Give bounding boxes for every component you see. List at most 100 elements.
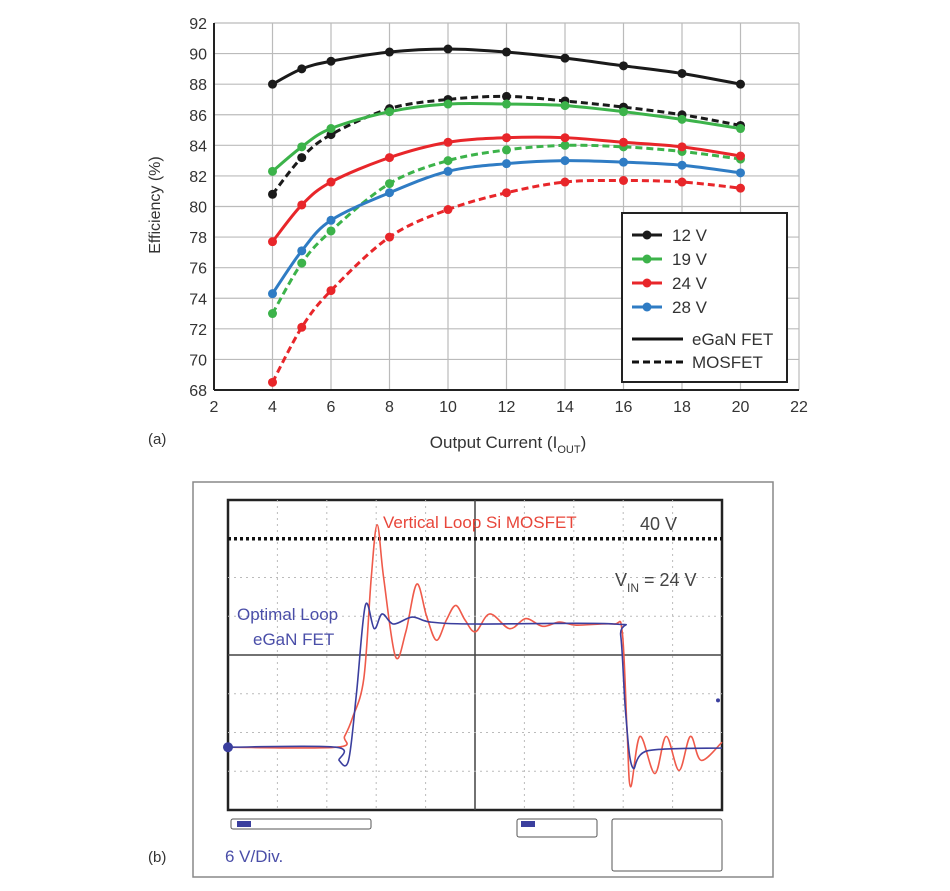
data-point — [677, 142, 687, 152]
ground-marker — [223, 742, 233, 753]
data-point — [326, 124, 336, 134]
y-tick-label: 86 — [189, 108, 207, 125]
data-point — [502, 159, 511, 169]
scale-label: 6 V/Div. — [225, 847, 283, 866]
legend: 12 V 19 V 24 V 28 V eGaN FET MOSFET — [621, 212, 788, 383]
timebase-status-box — [611, 818, 723, 872]
y-tick-label: 68 — [189, 383, 207, 400]
data-point — [297, 142, 307, 152]
data-point — [736, 168, 745, 178]
efficiency-chart: 2 4 6 8 10 12 14 16 18 20 226870727476788082848688… — [147, 16, 808, 456]
data-point — [502, 188, 511, 198]
data-point — [560, 140, 570, 150]
x-tick-label: 6 — [327, 399, 336, 416]
data-point — [385, 153, 394, 163]
y-axis-label: Efficiency (%) — [147, 156, 164, 254]
data-point — [297, 153, 307, 163]
series-19v-egan — [268, 99, 745, 176]
egan-label-line1: Optimal Loop — [237, 605, 338, 624]
data-point — [443, 205, 453, 215]
data-point — [443, 44, 453, 54]
series-28v-egan — [268, 156, 745, 299]
legend-marker — [642, 278, 652, 288]
x-axis-label: Output Current (IOUT) — [430, 433, 586, 456]
series-line — [271, 47, 741, 86]
data-point — [297, 258, 307, 268]
data-point — [619, 137, 628, 147]
trigger-indicator — [521, 821, 535, 827]
data-point — [677, 160, 687, 170]
data-point — [326, 226, 336, 236]
trigger-status-box — [516, 818, 598, 838]
data-point — [677, 114, 687, 124]
series-24v-egan — [268, 133, 745, 247]
data-point — [443, 137, 453, 147]
series-24v-mosfet — [268, 176, 745, 387]
data-point — [560, 156, 570, 166]
data-point — [268, 377, 277, 387]
scope-grid — [226, 498, 724, 812]
legend-label: MOSFET — [692, 353, 763, 372]
legend-marker — [642, 230, 652, 240]
y-tick-label: 92 — [189, 16, 207, 33]
data-point — [560, 177, 570, 187]
x-tick-label: 18 — [673, 399, 691, 416]
data-point — [619, 176, 628, 186]
data-point — [502, 99, 511, 109]
data-point — [619, 157, 628, 167]
data-point — [502, 145, 511, 155]
data-point — [326, 286, 336, 296]
data-point — [443, 99, 453, 109]
data-point — [502, 91, 511, 101]
data-point — [736, 79, 745, 89]
legend-box — [621, 212, 788, 383]
series-line — [271, 159, 741, 295]
y-tick-label: 72 — [189, 322, 207, 339]
data-point — [268, 309, 277, 319]
data-point — [385, 47, 394, 57]
y-tick-label: 78 — [189, 230, 207, 247]
x-tick-label: 4 — [268, 399, 277, 416]
data-point — [736, 183, 745, 193]
y-tick-label: 90 — [189, 47, 207, 64]
egan-waveform — [227, 602, 723, 770]
panel-label-a: (a) — [148, 431, 166, 448]
vin-label: VIN = 24 V — [615, 570, 697, 595]
y-tick-label: 70 — [189, 352, 207, 369]
trigger-level-marker — [716, 698, 720, 703]
data-point — [268, 166, 277, 176]
data-point — [297, 246, 307, 256]
oscilloscope-chart: Vertical Loop Si MOSFET 40 V VIN = 24 V … — [148, 481, 774, 878]
y-tick-label: 76 — [189, 261, 207, 278]
legend-label: 24 V — [672, 274, 708, 293]
series-line — [271, 101, 741, 173]
data-point — [385, 232, 394, 242]
data-point — [326, 215, 336, 225]
series-12v-egan — [268, 44, 745, 89]
data-point — [619, 107, 628, 117]
data-point — [560, 53, 570, 63]
data-point — [385, 179, 394, 189]
legend-label: 28 V — [672, 298, 708, 317]
reference-label: 40 V — [640, 514, 677, 534]
data-point — [326, 56, 336, 66]
data-point — [297, 64, 307, 74]
y-tick-label: 80 — [189, 200, 207, 217]
series-line — [271, 135, 741, 243]
data-point — [297, 322, 307, 332]
tick-labels: 2 4 6 8 10 12 14 16 18 20 226870727476788082848688… — [189, 16, 808, 416]
data-point — [560, 133, 570, 143]
data-point — [677, 177, 687, 187]
data-point — [326, 177, 336, 187]
data-point — [268, 189, 277, 199]
x-tick-label: 16 — [615, 399, 633, 416]
data-point — [385, 188, 394, 198]
data-point — [736, 151, 745, 161]
legend-label: 19 V — [672, 250, 708, 269]
data-point — [677, 68, 687, 78]
x-tick-label: 10 — [439, 399, 457, 416]
data-point — [297, 200, 307, 210]
series-line — [271, 143, 741, 315]
x-tick-label: 12 — [498, 399, 516, 416]
